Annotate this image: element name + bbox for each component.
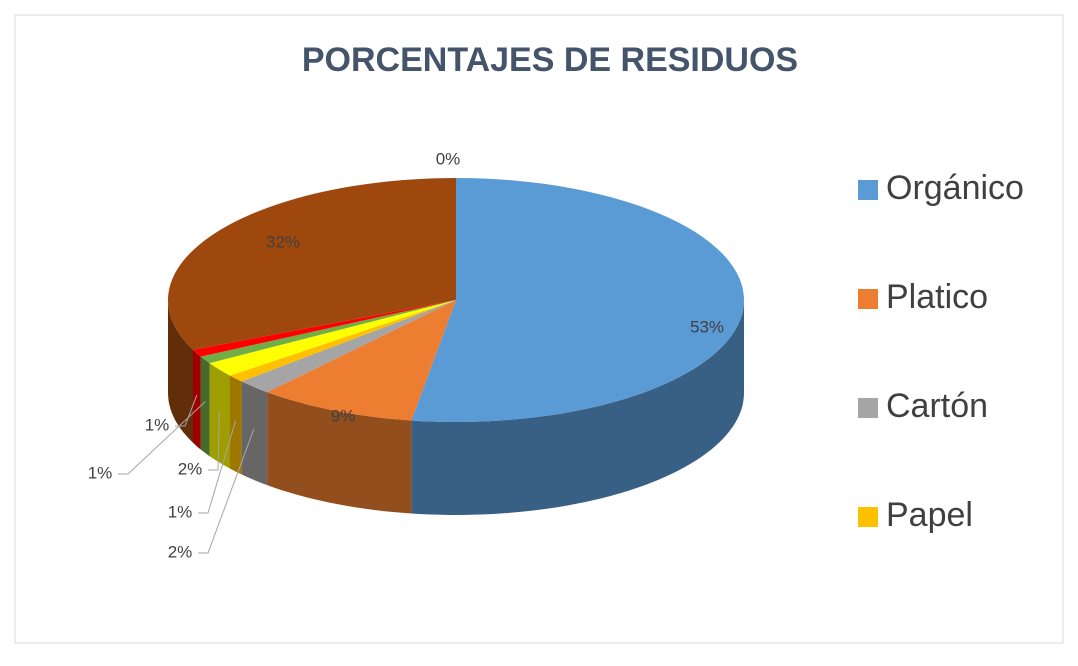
data-label: 2% — [178, 459, 203, 478]
chart-title: PORCENTAJES DE RESIDUOS — [302, 41, 798, 79]
data-label: 1% — [145, 415, 170, 434]
pie-slice — [411, 178, 744, 422]
pie-slice — [168, 178, 457, 350]
pie-slice-side — [411, 300, 744, 515]
pie-slice-side — [193, 349, 201, 450]
data-label: 32% — [266, 232, 300, 251]
pie-slice — [241, 300, 456, 393]
pie-slice-side — [241, 381, 268, 486]
leader-line — [175, 394, 198, 427]
legend-label: Papel — [886, 496, 973, 534]
data-label: 0% — [436, 149, 461, 168]
data-label: 1% — [88, 463, 113, 482]
pie-slice — [267, 300, 456, 421]
leader-line — [198, 428, 255, 554]
pie-slice-side — [168, 300, 193, 443]
pie-slice — [230, 300, 456, 382]
pie-slice-side — [230, 375, 242, 475]
pie-slice — [209, 300, 456, 376]
pie-slice-side — [209, 363, 230, 469]
legend-swatch — [858, 180, 878, 200]
legend-label: Platico — [886, 278, 988, 316]
legend-swatch — [858, 507, 878, 527]
pie-slice-side — [200, 356, 210, 457]
legend-label: Cartón — [886, 387, 988, 425]
pie-slice-side — [267, 392, 412, 514]
pie-slice — [193, 300, 456, 357]
data-label: 2% — [168, 542, 193, 561]
legend-swatch — [858, 289, 878, 309]
legend-label: Orgánico — [886, 169, 1024, 207]
legend-swatch — [858, 398, 878, 418]
leader-line — [198, 420, 237, 514]
data-label: 53% — [690, 317, 724, 336]
pie-slice — [200, 300, 456, 364]
data-label: 9% — [331, 406, 356, 425]
data-label: 1% — [168, 502, 193, 521]
leader-line — [208, 411, 220, 471]
